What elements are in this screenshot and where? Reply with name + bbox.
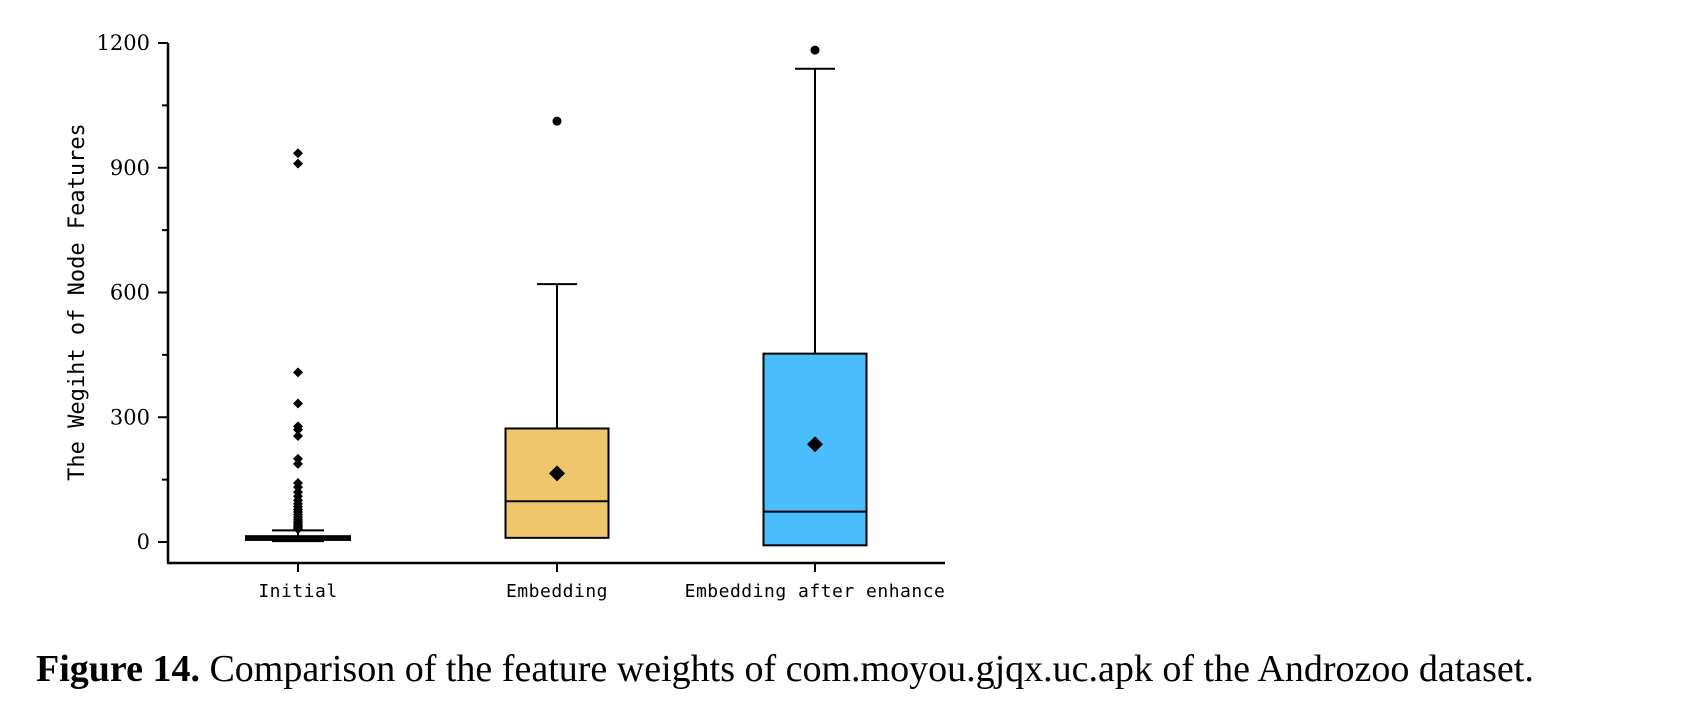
figure-label: Figure 14. <box>36 648 200 690</box>
y-axis-label: The Wegiht of Node Features <box>65 123 90 481</box>
y-tick-label: 0 <box>137 530 150 554</box>
x-tick-label: Embedding after enhance <box>685 581 946 602</box>
outlier-point <box>293 398 303 409</box>
iqr-box <box>504 427 610 539</box>
x-tick-label: Embedding <box>506 581 608 602</box>
y-tick-label: 600 <box>110 281 150 305</box>
boxes <box>245 45 868 547</box>
outlier-point <box>293 158 303 169</box>
box-0 <box>245 148 351 543</box>
mean-marker <box>549 465 565 482</box>
x-axis-labels: Initial Embedding Embedding after enhance <box>258 563 945 602</box>
outlier-point <box>293 524 303 535</box>
x-tick-label: Initial <box>258 581 337 602</box>
outlier-point <box>293 148 303 159</box>
mean-marker <box>807 436 823 453</box>
y-tick-label: 1200 <box>97 31 150 55</box>
box-1 <box>504 116 610 539</box>
outlier-point <box>293 367 303 378</box>
figure-caption: Figure 14. Comparison of the feature wei… <box>36 650 1676 688</box>
y-tick-label: 900 <box>110 156 150 180</box>
caption-text: Comparison of the feature weights of com… <box>199 648 1534 690</box>
outlier-point <box>293 424 303 435</box>
outlier-point <box>293 458 303 469</box>
box-2 <box>762 45 868 547</box>
outlier-point <box>810 45 820 55</box>
box-plot-chart: 0 300 600 900 1200 Initial Embedding Embedding… <box>65 31 945 602</box>
outlier-point <box>552 116 562 126</box>
y-tick-label: 300 <box>110 405 150 429</box>
outlier-point <box>293 430 303 441</box>
y-axis-ticks: 0 300 600 900 1200 <box>97 31 168 554</box>
